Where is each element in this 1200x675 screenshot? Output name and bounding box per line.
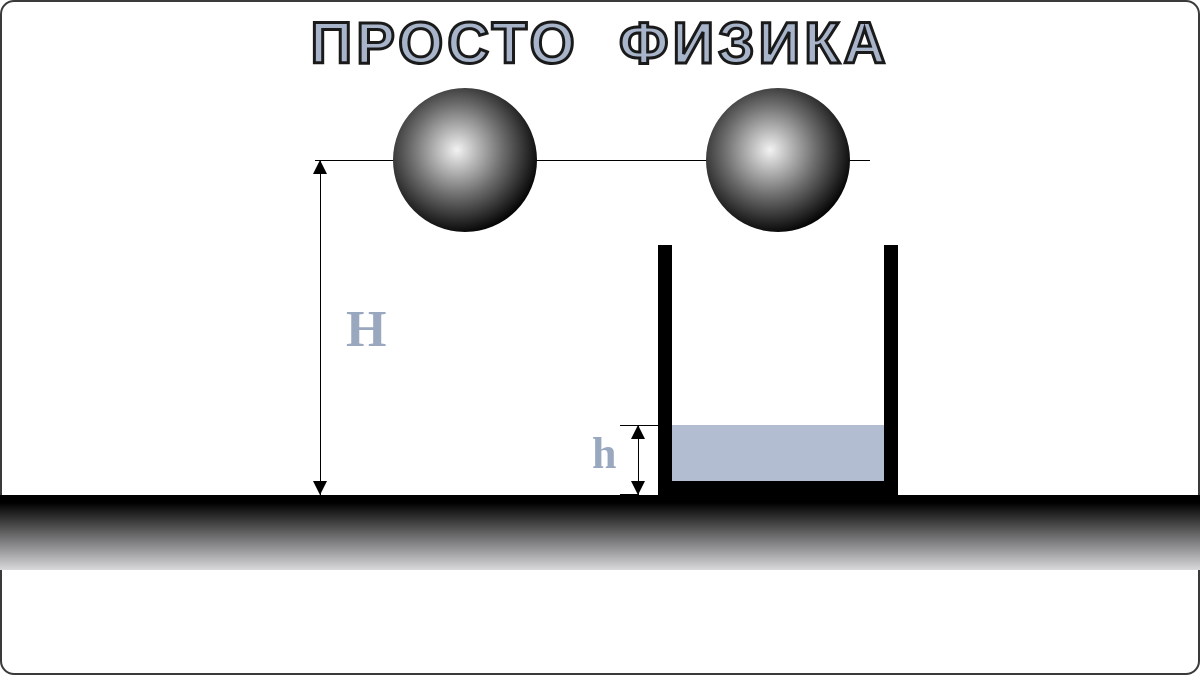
sphere-right [706, 88, 850, 232]
cup-wall-left [658, 245, 672, 495]
dimension-h-lower-label: h [592, 428, 616, 479]
cup-wall-bottom [658, 481, 898, 495]
dimension-h-lower-arrow-top [631, 425, 645, 439]
dimension-h-upper-arrow-top [313, 160, 327, 174]
dimension-h-upper-line [320, 160, 321, 495]
cup-wall-right [884, 245, 898, 495]
ground-strip [0, 495, 1200, 570]
dimension-h-upper-arrow-bottom [313, 481, 327, 495]
sphere-left [393, 88, 537, 232]
frame-border [0, 0, 1200, 675]
page-title: ПРОСТО ФИЗИКА [0, 10, 1200, 77]
diagram-stage: ПРОСТО ФИЗИКА H h [0, 0, 1200, 675]
dimension-h-upper-label: H [346, 300, 386, 359]
cup-liquid [672, 425, 884, 481]
dimension-h-lower-arrow-bottom [631, 481, 645, 495]
